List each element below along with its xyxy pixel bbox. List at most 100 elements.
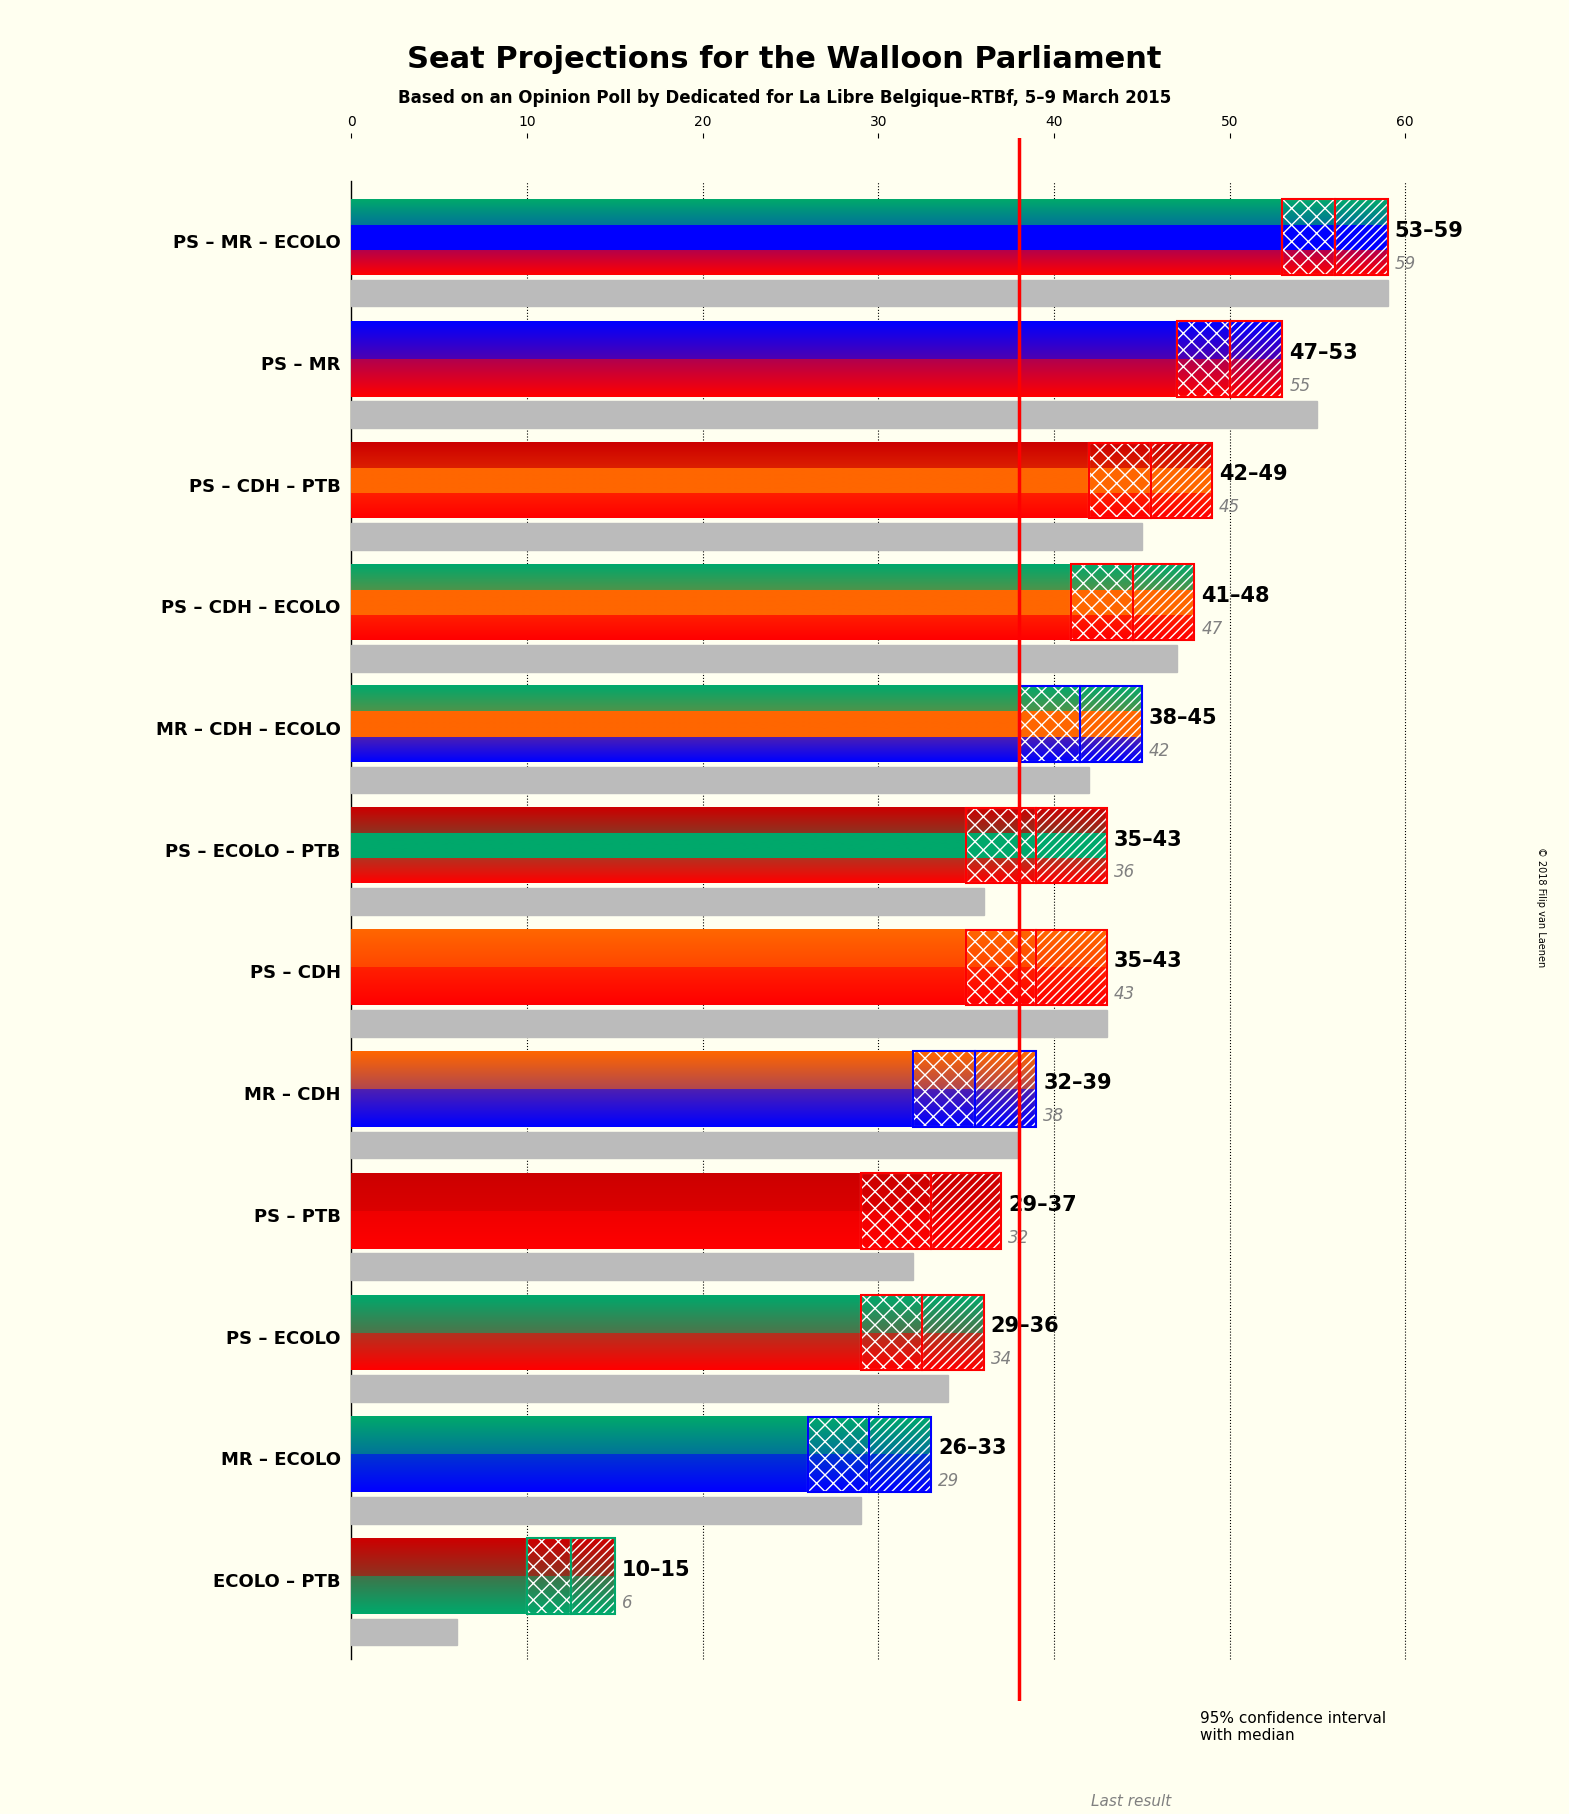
Bar [351, 889, 984, 914]
Bar [930, 1174, 1001, 1248]
Bar [1230, 321, 1282, 397]
Text: 26–33: 26–33 [938, 1439, 1006, 1458]
Bar [1089, 443, 1150, 519]
Bar [974, 1052, 1037, 1126]
Text: 29: 29 [938, 1471, 959, 1489]
Bar [1133, 564, 1194, 640]
Bar [913, 1052, 974, 1126]
Text: ECOLO – PTB: ECOLO – PTB [213, 1573, 340, 1591]
Text: PS – ECOLO: PS – ECOLO [226, 1330, 340, 1348]
Bar [869, 1417, 930, 1491]
Text: 59: 59 [1395, 254, 1415, 272]
Text: 95% confidence interval
with median: 95% confidence interval with median [1200, 1711, 1385, 1743]
Text: 47–53: 47–53 [1290, 343, 1357, 363]
Text: © 2018 Filip van Laenen: © 2018 Filip van Laenen [1536, 847, 1545, 967]
Text: 42–49: 42–49 [1219, 464, 1288, 484]
Text: 32–39: 32–39 [1043, 1074, 1112, 1094]
Text: MR – ECOLO: MR – ECOLO [221, 1451, 340, 1469]
Text: 41–48: 41–48 [1202, 586, 1269, 606]
Bar [1282, 200, 1335, 274]
Bar [1150, 443, 1211, 519]
Text: 35–43: 35–43 [1114, 951, 1183, 970]
Bar [1072, 564, 1133, 640]
Text: MR – CDH: MR – CDH [245, 1087, 340, 1105]
Text: 43: 43 [1114, 985, 1134, 1003]
Bar [861, 1174, 930, 1248]
Bar [571, 1538, 615, 1614]
Bar [351, 1132, 1018, 1159]
Bar [351, 767, 1089, 793]
Text: 45: 45 [1219, 499, 1241, 517]
Bar [1156, 1703, 1194, 1751]
Bar [1037, 807, 1106, 883]
Text: 32: 32 [1009, 1228, 1029, 1246]
Bar [1037, 929, 1106, 1005]
Text: 35–43: 35–43 [1114, 829, 1183, 849]
Bar [808, 1417, 869, 1491]
Text: 29–37: 29–37 [1009, 1195, 1076, 1215]
Bar [1106, 1758, 1156, 1780]
Text: PS – ECOLO – PTB: PS – ECOLO – PTB [165, 844, 340, 862]
Bar [967, 807, 1037, 883]
Text: PS – CDH – ECOLO: PS – CDH – ECOLO [162, 599, 340, 617]
Bar [1335, 200, 1387, 274]
Bar [1177, 321, 1230, 397]
Text: 34: 34 [990, 1350, 1012, 1368]
Text: 38–45: 38–45 [1149, 707, 1218, 727]
Bar [1089, 443, 1150, 519]
Bar [923, 1295, 984, 1370]
Bar [1150, 443, 1211, 519]
Bar [351, 1375, 949, 1402]
Text: PS – CDH: PS – CDH [249, 965, 340, 983]
Text: 29–36: 29–36 [990, 1317, 1059, 1337]
Bar [1230, 321, 1282, 397]
Bar [351, 401, 1318, 428]
Bar [527, 1538, 571, 1614]
Bar [967, 929, 1037, 1005]
Text: PS – MR – ECOLO: PS – MR – ECOLO [173, 234, 340, 252]
Text: 53–59: 53–59 [1395, 221, 1464, 241]
Bar [1133, 564, 1194, 640]
Bar [351, 1253, 913, 1281]
Text: MR – CDH – ECOLO: MR – CDH – ECOLO [155, 720, 340, 738]
Bar [571, 1538, 615, 1614]
Text: PS – PTB: PS – PTB [254, 1208, 340, 1226]
Bar [1081, 686, 1142, 762]
Bar [913, 1052, 974, 1126]
Text: PS – MR: PS – MR [262, 356, 340, 374]
Text: 55: 55 [1290, 377, 1310, 395]
Bar [861, 1295, 923, 1370]
Text: Seat Projections for the Walloon Parliament: Seat Projections for the Walloon Parliam… [408, 45, 1161, 74]
Bar [869, 1417, 930, 1491]
Text: PS – CDH – PTB: PS – CDH – PTB [188, 477, 340, 495]
Text: 36: 36 [1114, 863, 1134, 882]
Text: 42: 42 [1149, 742, 1170, 760]
Bar [351, 644, 1177, 671]
Text: Based on an Opinion Poll by Dedicated for La Libre Belgique–RTBf, 5–9 March 2015: Based on an Opinion Poll by Dedicated fo… [399, 89, 1170, 107]
Bar [351, 1010, 1106, 1038]
Bar [351, 279, 1387, 307]
Bar [861, 1174, 930, 1248]
Bar [351, 1497, 861, 1524]
Bar [1037, 807, 1106, 883]
Bar [967, 807, 1037, 883]
Text: Last result: Last result [1090, 1794, 1172, 1809]
Bar [1106, 1703, 1156, 1751]
Bar [923, 1295, 984, 1370]
Bar [1037, 929, 1106, 1005]
Bar [967, 929, 1037, 1005]
Bar [351, 1618, 457, 1645]
Text: 47: 47 [1202, 620, 1222, 639]
Bar [527, 1538, 571, 1614]
Bar [1335, 200, 1387, 274]
Bar [351, 522, 1142, 550]
Bar [808, 1417, 869, 1491]
Bar [1072, 564, 1133, 640]
Bar [861, 1295, 923, 1370]
Text: 38: 38 [1043, 1107, 1065, 1125]
Text: 10–15: 10–15 [621, 1560, 690, 1580]
Bar [974, 1052, 1037, 1126]
Bar [1081, 686, 1142, 762]
Bar [1177, 321, 1230, 397]
Bar [1018, 686, 1081, 762]
